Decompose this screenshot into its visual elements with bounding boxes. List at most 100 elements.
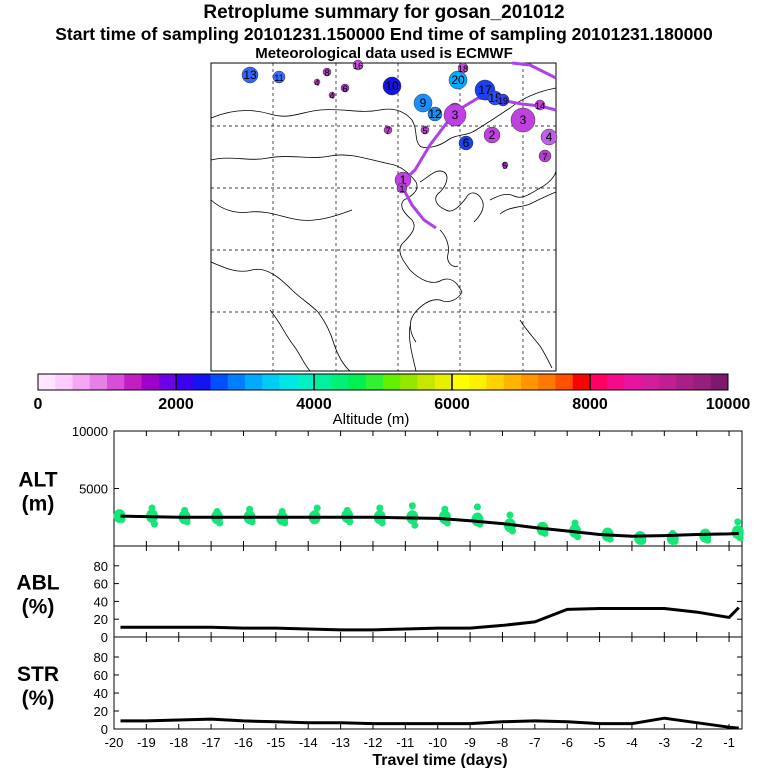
colorbar-cell xyxy=(72,374,91,390)
series-line-abl xyxy=(120,606,740,632)
colorbar-cell xyxy=(262,374,280,390)
y-tick-label: 20 xyxy=(94,612,108,627)
panel-frame-alt xyxy=(113,430,743,547)
colorbar-tick-label: 0 xyxy=(34,396,43,413)
altitude-cluster-point xyxy=(148,504,156,512)
plume-marker xyxy=(241,66,259,84)
plume-marker-label: 16 xyxy=(353,61,363,71)
x-tick-label: -19 xyxy=(137,735,156,750)
plume-marker-label: 1 xyxy=(399,184,404,194)
y-tick-label: 10000 xyxy=(72,424,108,439)
plume-marker xyxy=(413,93,433,113)
x-tick-label: -7 xyxy=(529,735,541,750)
plume-marker xyxy=(540,128,558,146)
x-tick-label: -11 xyxy=(396,735,414,750)
colorbar-cell xyxy=(469,374,487,390)
panel-unit-str: (%) xyxy=(22,687,55,710)
colorbar-cell xyxy=(417,374,436,390)
x-tick-label: -2 xyxy=(691,735,703,750)
altitude-cluster-point xyxy=(376,504,384,512)
plume-marker xyxy=(483,126,501,144)
altitude-cluster-point xyxy=(216,519,224,527)
colorbar-cell xyxy=(641,374,660,390)
plume-marker-label: 3 xyxy=(452,108,459,122)
panel-label-str: STR xyxy=(17,663,59,686)
altitude-cluster-point xyxy=(606,535,614,543)
plume-marker xyxy=(313,78,321,86)
met-data-note: Meteorological data used is ECMWF xyxy=(255,45,513,62)
altitude-cluster-point xyxy=(246,505,254,513)
colorbar-cell xyxy=(538,374,556,390)
plume-marker-label: 14 xyxy=(535,101,545,111)
sampling-times: Start time of sampling 20101231.150000 E… xyxy=(55,24,713,44)
colorbar-cell xyxy=(400,374,418,390)
altitude-cluster-point xyxy=(411,521,419,529)
altitude-cluster-point xyxy=(118,516,126,524)
colorbar-cell xyxy=(107,374,125,390)
altitude-cluster-point xyxy=(508,527,516,535)
colorbar-cell xyxy=(486,374,505,390)
x-tick-label: -14 xyxy=(299,735,318,750)
x-tick-label: -8 xyxy=(497,735,509,750)
colorbar-cell xyxy=(383,374,401,390)
plume-marker-label: 1 xyxy=(400,173,407,187)
altitude-cluster-point xyxy=(736,534,744,542)
plume-marker xyxy=(443,103,467,127)
altitude-cluster-point xyxy=(473,503,481,511)
colorbar-tick-label: 8000 xyxy=(572,396,608,413)
plume-marker xyxy=(458,135,474,151)
plume-marker-label: 7 xyxy=(542,152,547,162)
plume-marker-label: 19 xyxy=(498,96,508,106)
altitude-cluster-point xyxy=(343,506,351,514)
colorbar-cell xyxy=(331,374,349,390)
altitude-cluster-point xyxy=(346,518,354,526)
colorbar-frame xyxy=(37,373,729,391)
colorbar-axis-label: Altitude (m) xyxy=(333,411,410,428)
altitude-cluster-point xyxy=(248,518,256,526)
plume-marker xyxy=(328,91,336,99)
plume-marker xyxy=(340,83,350,93)
x-tick-label: -13 xyxy=(331,735,350,750)
colorbar-cell xyxy=(227,374,246,390)
plume-marker-label: 20 xyxy=(451,73,465,87)
panel-label-alt: ALT xyxy=(18,469,57,492)
plume-marker-label: 5 xyxy=(502,161,507,171)
series-line-str xyxy=(120,716,739,730)
plume-marker xyxy=(448,70,468,90)
colorbar-cell xyxy=(659,374,677,390)
colorbar-tick-label: 2000 xyxy=(158,396,194,413)
plume-marker-label: 2 xyxy=(489,128,496,142)
plume-marker-label: 12 xyxy=(428,107,442,121)
plume-marker-label: 7 xyxy=(385,126,390,136)
y-tick-label: 60 xyxy=(94,577,108,592)
altitude-cluster-point xyxy=(378,519,386,527)
y-tick-label: 0 xyxy=(101,722,108,737)
colorbar-cell xyxy=(693,374,712,390)
colorbar-cell xyxy=(158,374,177,390)
plume-marker xyxy=(396,182,408,194)
altitude-cluster-point xyxy=(574,533,582,541)
plume-marker-label: 9 xyxy=(420,96,427,110)
x-tick-label: -15 xyxy=(266,735,285,750)
altitude-cluster-point xyxy=(313,504,321,512)
y-tick-label: 40 xyxy=(94,594,108,609)
colorbar-cell xyxy=(141,374,160,390)
altitude-cluster-point xyxy=(639,537,647,545)
plume-marker xyxy=(382,76,402,96)
altitude-cluster-point xyxy=(671,537,679,545)
x-tick-label: -16 xyxy=(234,735,253,750)
x-axis-label: Travel time (days) xyxy=(372,752,507,768)
x-tick-label: -6 xyxy=(561,735,573,750)
x-tick-label: -12 xyxy=(364,735,383,750)
y-tick-label: 0 xyxy=(101,630,108,645)
colorbar-cell xyxy=(210,374,229,390)
x-tick-label: -17 xyxy=(202,735,221,750)
altitude-cluster-point xyxy=(704,536,712,544)
colorbar-cell xyxy=(434,374,453,390)
plume-marker-label: 17 xyxy=(478,83,492,97)
plume-marker xyxy=(501,161,509,169)
y-tick-label: 5000 xyxy=(79,482,108,497)
colorbar-cell xyxy=(503,374,522,390)
colorbar-cell xyxy=(365,374,384,390)
